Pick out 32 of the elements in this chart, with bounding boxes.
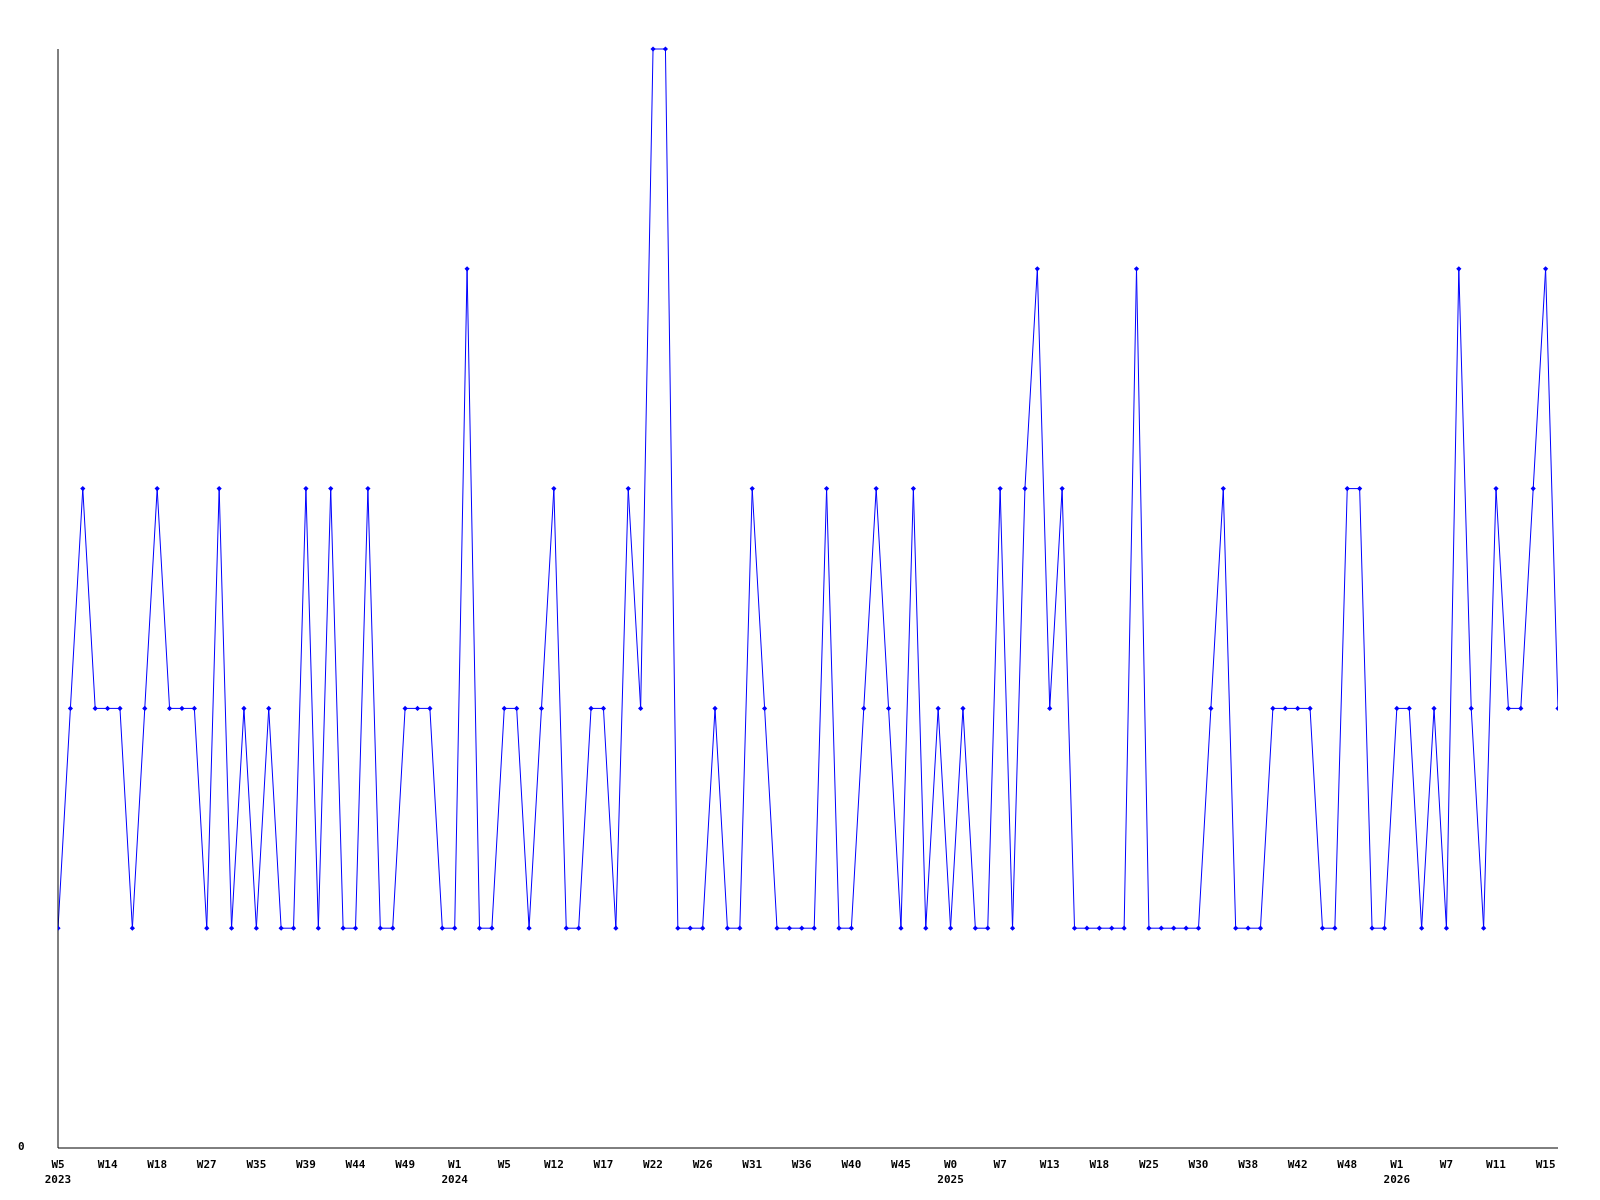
x-tick-label: W14: [97, 1158, 118, 1171]
text: 0: [18, 1140, 25, 1153]
x-tick-label: W13: [1039, 1158, 1060, 1171]
x-tick-label: W22: [643, 1158, 663, 1171]
x-tick-label: W18: [1089, 1158, 1110, 1171]
x-tick-label: W11: [1486, 1158, 1507, 1171]
x-tick-label: W44: [345, 1158, 366, 1171]
x-tick-label: W49: [395, 1158, 416, 1171]
x-tick-label: W12: [543, 1158, 564, 1171]
x-tick-label: W35: [246, 1158, 267, 1171]
x-tick-label: W36: [791, 1158, 813, 1171]
x-tick-label: W27: [196, 1158, 217, 1171]
x-tick-label: W45: [891, 1158, 911, 1171]
x-tick-label: W48: [1337, 1158, 1358, 1171]
x-tick-label: W31: [742, 1158, 763, 1171]
x-tick-label: W25: [1138, 1158, 1159, 1171]
x-tick-label: W15: [1535, 1158, 1556, 1171]
x-tick-label: W26: [692, 1158, 713, 1171]
x-tick-label: W39: [296, 1158, 316, 1171]
x-tick-label: W38: [1238, 1158, 1259, 1171]
x-tick-label: W5: [497, 1158, 511, 1171]
x-tick-label: W18: [147, 1158, 168, 1171]
x-tick-label: W5 2023: [44, 1158, 72, 1186]
x-tick-label: W30: [1188, 1158, 1209, 1171]
x-tick-label: W17: [593, 1158, 614, 1171]
x-tick-label: W42: [1287, 1158, 1308, 1171]
x-tick-label: W1 2024: [441, 1158, 469, 1186]
x-tick-label: W7: [1439, 1158, 1454, 1171]
x-tick-label: W40: [841, 1158, 862, 1171]
x-tick-label: W1 2026: [1383, 1158, 1411, 1186]
x-tick-label: W0 2025: [937, 1158, 964, 1186]
x-tick-label: W7: [993, 1158, 1007, 1171]
